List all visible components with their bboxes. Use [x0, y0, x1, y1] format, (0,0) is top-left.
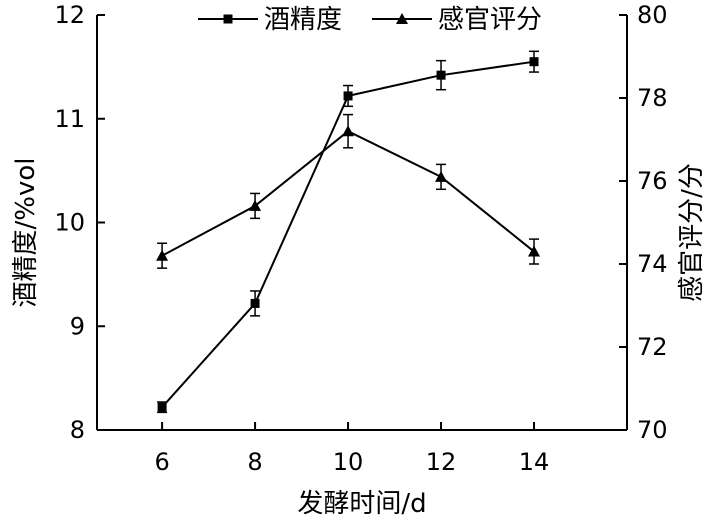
series-line [161, 130, 535, 257]
square-marker [250, 298, 260, 308]
series-alcohol [157, 50, 540, 414]
triangle-marker [435, 170, 448, 182]
legend: 酒精度 感官评分 [198, 5, 542, 35]
axis-ticks: 6 8 10 12 14 8 9 10 11 12 70 72 74 76 78 80 [54, 1, 667, 476]
series-line [161, 60, 535, 408]
legend-item: 感官评分 [372, 5, 542, 35]
plot-frame [96, 15, 628, 431]
series-layer [156, 50, 541, 414]
square-marker [223, 14, 233, 24]
legend-item: 酒精度 [198, 5, 342, 35]
y-right-tick-label: 80 [637, 1, 668, 29]
triangle-marker [249, 199, 262, 211]
triangle-marker [528, 245, 541, 257]
x-tick-label: 10 [333, 448, 364, 476]
triangle-marker [156, 249, 169, 261]
y-left-tick-label: 9 [70, 312, 85, 340]
legend-label: 酒精度 [264, 5, 342, 35]
y-right-tick-label: 72 [637, 333, 668, 361]
y-right-tick-label: 70 [637, 416, 668, 444]
triangle-marker [396, 13, 408, 24]
y-right-tick-label: 74 [637, 250, 668, 278]
triangle-marker [342, 125, 355, 137]
square-marker [157, 402, 167, 412]
square-marker [343, 91, 353, 101]
x-tick-label: 12 [426, 448, 457, 476]
x-tick-label: 8 [247, 448, 262, 476]
square-marker [529, 57, 539, 67]
y-right-tick-label: 76 [637, 167, 668, 195]
y-left-tick-label: 12 [54, 1, 85, 29]
x-axis-label: 发酵时间/d [297, 489, 426, 519]
y-axis-left-label: 酒精度/%vol [11, 158, 41, 308]
y-left-tick-label: 11 [54, 105, 85, 133]
y-left-tick-label: 8 [70, 416, 85, 444]
x-tick-label: 6 [154, 448, 169, 476]
y-axis-right-label: 感官评分/分 [677, 163, 707, 302]
legend-label: 感官评分 [438, 5, 542, 35]
x-tick-label: 14 [519, 448, 550, 476]
y-left-tick-label: 10 [54, 209, 85, 237]
series-sensory [156, 113, 541, 269]
square-marker [436, 70, 446, 80]
y-right-tick-label: 78 [637, 84, 668, 112]
